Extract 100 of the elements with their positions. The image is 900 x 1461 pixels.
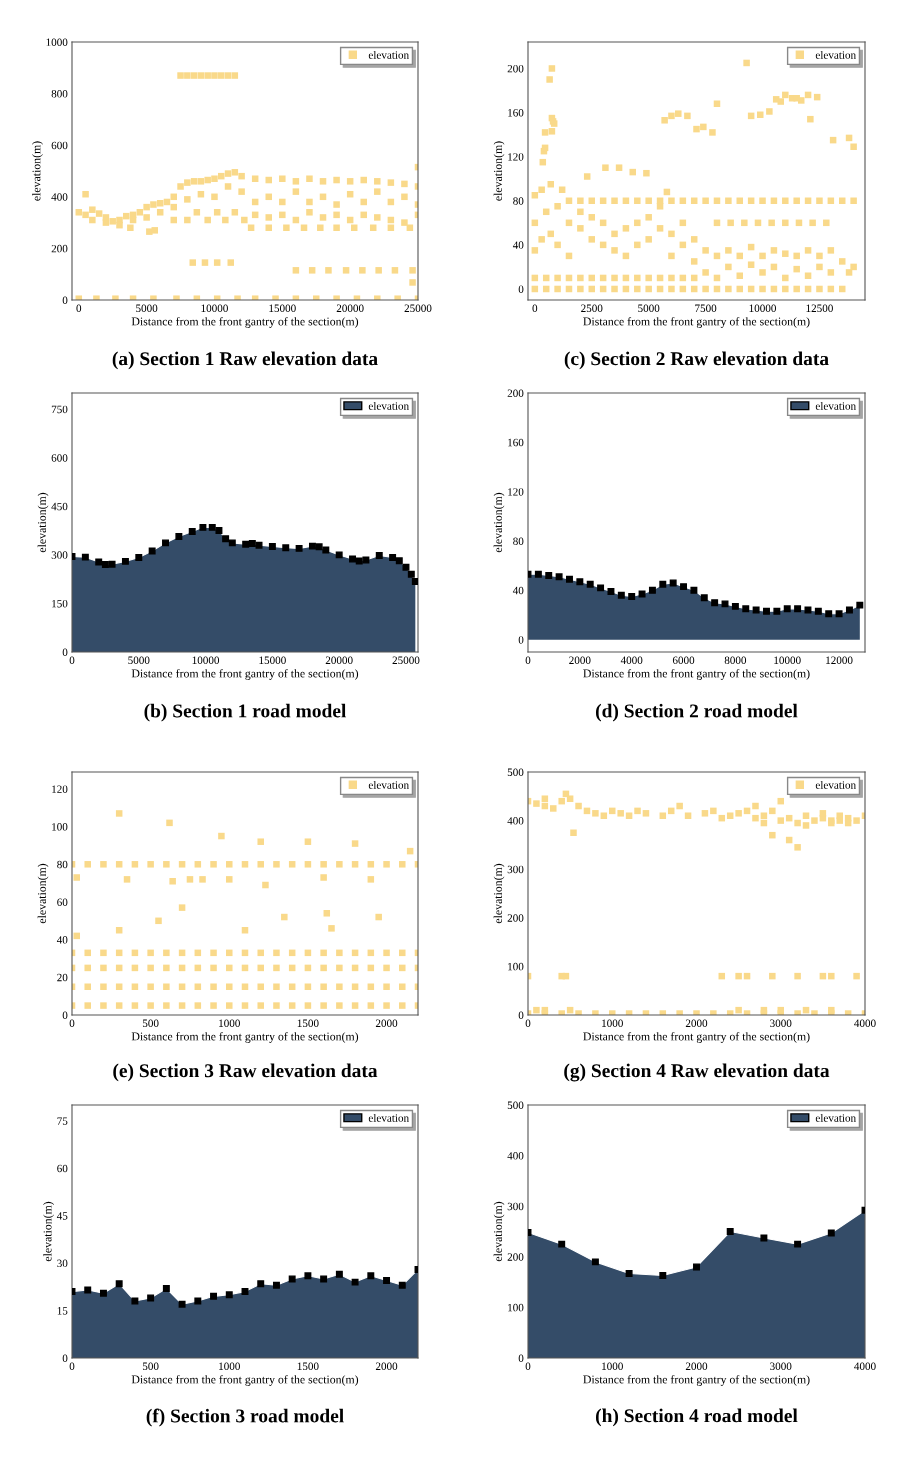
text: (a) Section 1 Raw elevation data bbox=[112, 351, 378, 370]
y-tick-label: 75 bbox=[57, 1117, 68, 1125]
y-tick-label: 400 bbox=[507, 1152, 524, 1160]
text: (c) Section 2 Raw elevation data bbox=[564, 351, 829, 370]
x-tick-label: 1000 bbox=[219, 1019, 240, 1027]
y-tick-label: 0 bbox=[518, 1354, 524, 1362]
x-tick-label: 25000 bbox=[392, 656, 420, 664]
x-axis-title: Distance from the front gantry of the section(m) bbox=[583, 317, 810, 328]
y-tick-label: 600 bbox=[51, 454, 68, 462]
x-tick-label: 5000 bbox=[128, 656, 150, 664]
y-tick-label: 200 bbox=[507, 914, 524, 922]
x-tick-label: 10000 bbox=[192, 656, 220, 664]
x-axis-title: Distance from the front gantry of the section(m) bbox=[131, 1375, 359, 1386]
y-tick-label: 800 bbox=[51, 90, 68, 98]
x-tick-label: 4000 bbox=[854, 1362, 876, 1370]
y-tick-label: 300 bbox=[51, 551, 68, 559]
y-tick-label: 1000 bbox=[46, 38, 68, 46]
y-tick-label: 120 bbox=[52, 785, 68, 793]
x-tick-label: 1500 bbox=[297, 1019, 319, 1027]
y-tick-label: 750 bbox=[51, 405, 68, 414]
x-tick-label: 0 bbox=[525, 1019, 531, 1027]
x-tick-label: 0 bbox=[69, 1362, 75, 1370]
legend-label: elevation bbox=[815, 780, 856, 789]
y-tick-label: 80 bbox=[57, 860, 68, 869]
x-tick-label: 7500 bbox=[695, 304, 717, 312]
y-tick-label: 450 bbox=[51, 502, 68, 511]
y-tick-label: 200 bbox=[507, 64, 524, 73]
y-tick-label: 0 bbox=[62, 1354, 68, 1362]
x-tick-label: 0 bbox=[532, 304, 538, 312]
y-axis-title: elevation(m) bbox=[493, 492, 505, 553]
y-axis-title: elevation(m) bbox=[493, 863, 505, 924]
x-tick-label: 2000 bbox=[685, 1019, 708, 1027]
y-axis-title: elevation(m) bbox=[37, 492, 49, 553]
y-tick-label: 400 bbox=[507, 817, 524, 825]
y-tick-label: 160 bbox=[508, 109, 524, 117]
x-tick-label: 0 bbox=[525, 1362, 531, 1370]
y-tick-label: 40 bbox=[512, 586, 524, 595]
y-tick-label: 15 bbox=[57, 1307, 68, 1315]
x-tick-label: 1000 bbox=[219, 1362, 240, 1370]
x-tick-label: 8000 bbox=[724, 656, 747, 664]
y-tick-label: 120 bbox=[508, 488, 524, 496]
x-tick-label: 0 bbox=[525, 656, 531, 664]
y-tick-label: 0 bbox=[62, 296, 68, 304]
x-tick-label: 1500 bbox=[297, 1362, 319, 1370]
x-tick-label: 0 bbox=[69, 1019, 75, 1027]
y-tick-label: 300 bbox=[507, 865, 524, 874]
text: (e) Section 3 Raw elevation data bbox=[113, 1063, 378, 1082]
y-tick-label: 400 bbox=[51, 193, 68, 201]
text: (g) Section 4 Raw elevation data bbox=[564, 1063, 830, 1082]
x-tick-label: 10000 bbox=[201, 304, 228, 312]
y-tick-label: 100 bbox=[52, 823, 68, 831]
x-axis-title: Distance from the front gantry of the section(m) bbox=[583, 1032, 810, 1043]
y-tick-label: 200 bbox=[507, 389, 524, 397]
x-tick-label: 4000 bbox=[854, 1019, 876, 1027]
legend-label: elevation bbox=[815, 50, 856, 59]
y-tick-label: 40 bbox=[512, 241, 524, 249]
x-tick-label: 20000 bbox=[325, 656, 353, 664]
x-tick-label: 20000 bbox=[336, 304, 364, 312]
legend-label: elevation bbox=[368, 401, 409, 410]
x-tick-label: 2500 bbox=[581, 304, 603, 312]
y-tick-label: 60 bbox=[57, 898, 68, 906]
y-tick-label: 120 bbox=[508, 153, 524, 161]
x-tick-label: 0 bbox=[69, 656, 75, 664]
y-tick-label: 0 bbox=[62, 1011, 68, 1019]
y-tick-label: 100 bbox=[508, 1303, 524, 1312]
x-tick-label: 12500 bbox=[806, 304, 833, 312]
text: (f) Section 3 road model bbox=[146, 1408, 344, 1427]
y-tick-label: 160 bbox=[508, 438, 524, 447]
y-tick-label: 60 bbox=[57, 1164, 68, 1173]
x-tick-label: 2000 bbox=[375, 1019, 398, 1027]
x-tick-label: 12000 bbox=[826, 656, 853, 664]
x-tick-label: 10000 bbox=[774, 656, 801, 664]
x-tick-label: 5000 bbox=[638, 304, 660, 312]
y-tick-label: 200 bbox=[507, 1253, 524, 1261]
legend-label: elevation bbox=[815, 401, 856, 410]
y-axis-title: elevation(m) bbox=[493, 141, 505, 201]
y-axis-title: elevation(m) bbox=[493, 1201, 505, 1262]
y-tick-label: 80 bbox=[513, 197, 524, 205]
x-axis-title: Distance from the front gantry of the section(m) bbox=[131, 1032, 359, 1043]
y-tick-label: 500 bbox=[507, 1101, 524, 1109]
x-tick-label: 3000 bbox=[770, 1362, 792, 1370]
x-tick-label: 0 bbox=[76, 304, 82, 312]
x-tick-label: 6000 bbox=[672, 656, 695, 664]
x-tick-label: 15000 bbox=[259, 656, 286, 664]
x-tick-label: 1000 bbox=[602, 1362, 623, 1370]
y-axis-title: elevation(m) bbox=[43, 1201, 54, 1262]
y-tick-label: 20 bbox=[57, 973, 68, 982]
legend-label: elevation bbox=[368, 50, 409, 59]
text: (d) Section 2 road model bbox=[595, 703, 798, 722]
y-tick-label: 200 bbox=[51, 244, 68, 253]
x-axis-title: Distance from the front gantry of the section(m) bbox=[583, 1375, 810, 1386]
x-tick-label: 2000 bbox=[685, 1362, 708, 1370]
x-tick-label: 5000 bbox=[136, 304, 158, 312]
y-tick-label: 300 bbox=[507, 1202, 524, 1211]
y-tick-label: 30 bbox=[57, 1259, 68, 1268]
y-axis-title: elevation(m) bbox=[32, 141, 43, 201]
legend-label: elevation bbox=[368, 1113, 409, 1122]
y-tick-label: 0 bbox=[518, 285, 524, 293]
x-tick-label: 2000 bbox=[569, 656, 591, 664]
y-tick-label: 600 bbox=[51, 141, 68, 150]
